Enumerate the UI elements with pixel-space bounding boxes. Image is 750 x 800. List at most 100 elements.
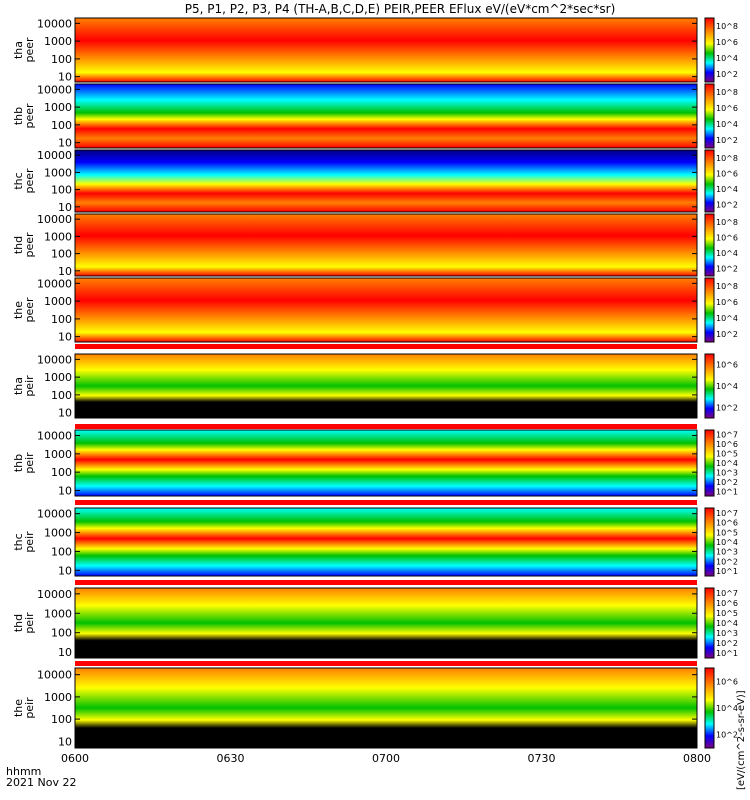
y-tick-label: 1000 — [44, 101, 72, 114]
colorbar — [704, 353, 715, 419]
y-tick-label: 10000 — [37, 17, 72, 30]
colorbar-tick-label: 10^4 — [716, 538, 738, 547]
y-axis-label: peer — [23, 168, 36, 194]
colorbar-tick-label: 10^6 — [716, 599, 738, 608]
y-tick-label: 10000 — [37, 213, 72, 226]
y-tick-label: 1000 — [44, 607, 72, 620]
y-tick-label: 100 — [51, 119, 72, 132]
colorbar-tick-label: 10^4 — [716, 54, 738, 63]
panel-frame — [74, 213, 698, 277]
colorbar-tick-label: 10^4 — [716, 459, 738, 468]
colorbar-tick-label: 10^5 — [716, 528, 738, 537]
y-axis-label: thd — [12, 614, 25, 632]
x-tick-label: 0630 — [217, 752, 245, 765]
colorbar-tick-label: 10^6 — [716, 298, 738, 307]
y-tick-label: 10000 — [37, 149, 72, 162]
y-tick-label: 1000 — [44, 371, 72, 384]
time-axis-date: 2021 Nov 22 — [6, 776, 76, 789]
colorbar-tick-label: 10^6 — [716, 519, 738, 528]
y-axis-label: thb — [12, 454, 25, 472]
y-axis-label: peer — [23, 297, 36, 323]
mode-bar — [75, 580, 697, 585]
y-axis-label: thd — [12, 236, 25, 254]
y-axis-label: the — [12, 301, 25, 319]
y-tick-label: 100 — [51, 389, 72, 402]
y-tick-label: 10 — [58, 71, 72, 84]
x-tick-label: 0800 — [683, 752, 711, 765]
spectrogram-the-peer — [75, 278, 697, 342]
colorbar-tick-label: 10^6 — [716, 677, 738, 686]
y-tick-label: 10000 — [37, 83, 72, 96]
colorbar-tick-label: 10^1 — [716, 567, 738, 576]
colorbar-tick-label: 10^2 — [716, 639, 738, 648]
spectrogram-thc-peer — [75, 150, 697, 212]
colorbar-tick-label: 10^2 — [716, 403, 738, 412]
spectrogram-tha-peer — [75, 18, 697, 82]
colorbar-tick-label: 10^2 — [716, 557, 738, 566]
colorbar-tick-label: 10^4 — [716, 314, 738, 323]
colorbar — [704, 667, 715, 749]
colorbar-tick-label: 10^3 — [716, 629, 738, 638]
y-axis-label: thc — [12, 533, 25, 550]
y-tick-label: 10 — [58, 407, 72, 420]
y-tick-label: 1000 — [44, 230, 72, 243]
colorbar — [704, 213, 715, 277]
panel-thb-peir: 10000100010010thbpeir10^110^210^310^410^… — [12, 429, 738, 505]
spectrogram-thb-peer — [75, 84, 697, 148]
y-tick-label: 1000 — [44, 448, 72, 461]
y-axis-label: peir — [23, 531, 36, 553]
colorbar-tick-label: 10^4 — [716, 382, 738, 391]
colorbar — [704, 429, 715, 497]
colorbar-tick-label: 10^8 — [716, 22, 738, 31]
y-axis-label: thc — [12, 172, 25, 189]
colorbar-tick-label: 10^2 — [716, 478, 738, 487]
x-tick-label: 0730 — [528, 752, 556, 765]
colorbar-tick-label: 10^2 — [716, 330, 738, 339]
y-axis-label: peir — [23, 612, 36, 634]
colorbar-tick-label: 10^2 — [716, 731, 738, 740]
colorbar-tick-label: 10^5 — [716, 450, 738, 459]
y-tick-label: 100 — [51, 713, 72, 726]
y-tick-label: 10 — [58, 646, 72, 659]
y-axis-label: tha — [12, 377, 25, 395]
mode-bar — [75, 500, 697, 505]
colorbar-unit-label: [eV/(cm^2-s-sr-eV)] — [736, 690, 747, 790]
y-tick-label: 10 — [58, 201, 72, 214]
colorbar-tick-label: 10^3 — [716, 468, 738, 477]
x-tick-label: 0600 — [61, 752, 89, 765]
colorbar-tick-label: 10^4 — [716, 185, 738, 194]
y-axis-label: peer — [23, 232, 36, 258]
panel-frame — [74, 587, 698, 659]
colorbar-tick-label: 10^2 — [716, 200, 738, 209]
spectrogram-the-peir — [75, 668, 697, 748]
panels-group: 10000 1000 100 10 tha peer 10^2 10^4 10^6 10^8 100… — [12, 17, 738, 749]
y-tick-label: 100 — [51, 53, 72, 66]
colorbar-tick-label: 10^4 — [716, 120, 738, 129]
figure-title: P5, P1, P2, P3, P4 (TH-A,B,C,D,E) PEIR,P… — [185, 2, 616, 16]
spectrogram-tha-peir — [75, 354, 697, 418]
colorbar — [704, 149, 715, 213]
spectrogram-thc-peir — [75, 508, 697, 576]
colorbar-tick-label: 10^8 — [716, 282, 738, 291]
colorbar — [704, 83, 715, 149]
y-tick-label: 1000 — [44, 691, 72, 704]
y-axis-label: peer — [23, 103, 36, 129]
colorbar-tick-label: 10^6 — [716, 233, 738, 242]
colorbar-tick-label: 10^7 — [716, 431, 738, 440]
y-tick-label: 1000 — [44, 166, 72, 179]
colorbar-tick-label: 10^1 — [716, 487, 738, 496]
colorbar-tick-label: 10^6 — [716, 38, 738, 47]
colorbar-tick-label: 10^2 — [716, 264, 738, 273]
panel-frame — [74, 429, 698, 497]
y-tick-label: 10 — [58, 331, 72, 344]
colorbar-tick-label: 10^6 — [716, 361, 738, 370]
y-tick-label: 10000 — [37, 353, 72, 366]
y-tick-label: 10000 — [37, 277, 72, 290]
colorbar-tick-label: 10^7 — [716, 589, 738, 598]
colorbar-tick-label: 10^8 — [716, 218, 738, 227]
